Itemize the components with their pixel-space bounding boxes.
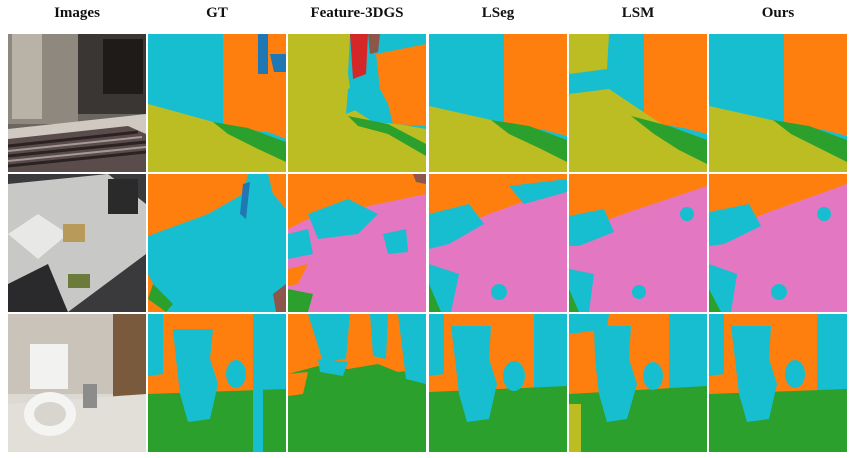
bedroom-lsm-segmentation	[569, 34, 707, 172]
header-lsm: LSM	[621, 5, 655, 21]
bathroom-ours-segmentation	[709, 314, 847, 452]
desk-photo	[8, 174, 146, 312]
desk-ours-segmentation	[709, 174, 847, 312]
header-lseg: LSeg	[481, 5, 515, 21]
bathroom-feature-3dgs-segmentation	[288, 314, 426, 452]
desk-lsm-segmentation	[569, 174, 707, 312]
desk-gt-segmentation	[148, 174, 286, 312]
bedroom-feature-3dgs-segmentation	[288, 34, 426, 172]
bathroom-gt-segmentation	[148, 314, 286, 452]
bathroom-lseg-segmentation	[429, 314, 567, 452]
bedroom-photo	[8, 34, 146, 172]
bedroom-lseg-segmentation	[429, 34, 567, 172]
bedroom-gt-segmentation	[148, 34, 286, 172]
bathroom-lsm-segmentation	[569, 314, 707, 452]
desk-feature-3dgs-segmentation	[288, 174, 426, 312]
desk-lseg-segmentation	[429, 174, 567, 312]
header-images: Images	[54, 5, 100, 21]
header-feature-3dgs: Feature-3DGS	[310, 5, 404, 21]
bathroom-photo	[8, 314, 146, 452]
header-ours: Ours	[761, 5, 795, 21]
bedroom-ours-segmentation	[709, 34, 847, 172]
header-gt: GT	[206, 5, 228, 21]
